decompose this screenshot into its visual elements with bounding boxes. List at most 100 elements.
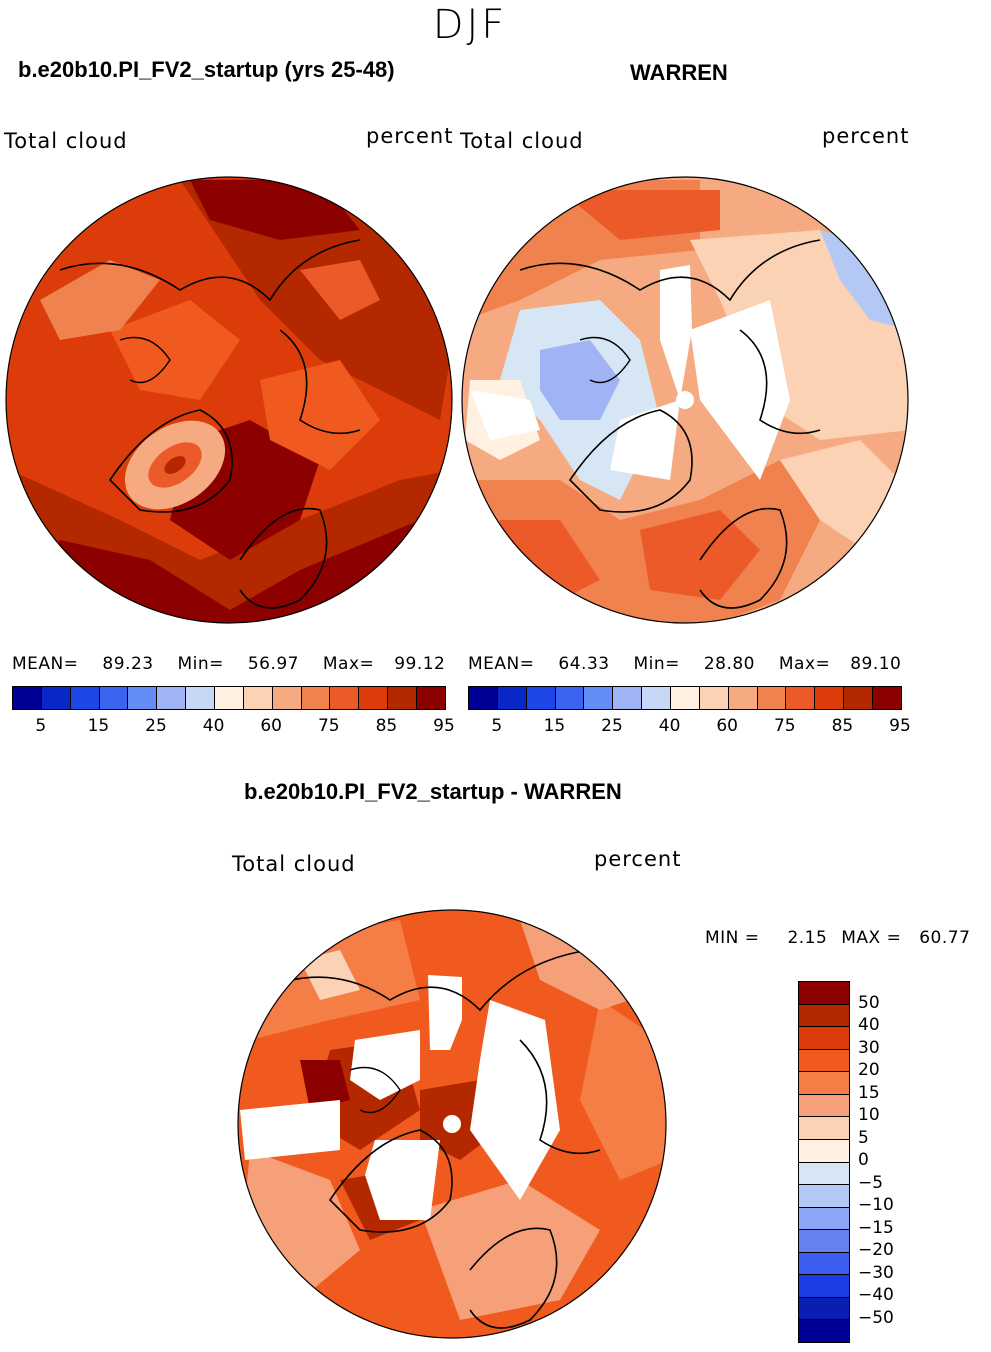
right-colorbar-swatch bbox=[815, 687, 845, 709]
right-obs-title: WARREN bbox=[630, 60, 728, 85]
left-max-value: 99.12 bbox=[394, 654, 446, 674]
diff-colorbar-tick: −40 bbox=[858, 1285, 894, 1305]
left-max-label: Max= bbox=[322, 654, 375, 674]
left-colorbar-tick: 95 bbox=[433, 716, 455, 736]
right-colorbar-tick: 25 bbox=[601, 716, 623, 736]
diff-colorbar-swatch bbox=[799, 1004, 849, 1028]
diff-colorbar-swatch bbox=[799, 1162, 849, 1186]
diff-colorbar-tick: −15 bbox=[858, 1217, 894, 1238]
diff-colorbar-tick: −30 bbox=[858, 1262, 894, 1283]
right-colorbar-swatch bbox=[526, 687, 556, 709]
right-colorbar-tick: 75 bbox=[773, 716, 796, 736]
left-mean-label: MEAN= bbox=[12, 654, 79, 674]
left-colorbar-tick: 85 bbox=[375, 716, 398, 736]
diff-colorbar-tick: −5 bbox=[858, 1172, 884, 1193]
right-colorbar-tick: 95 bbox=[889, 716, 911, 736]
diff-min-label: MIN = bbox=[705, 928, 760, 948]
diff-variable-label: Total cloud bbox=[232, 852, 356, 876]
left-colorbar-swatch bbox=[330, 687, 360, 709]
right-colorbar-swatch bbox=[844, 687, 874, 709]
left-colorbar-tick: 25 bbox=[145, 716, 167, 736]
diff-colorbar-swatch bbox=[799, 1320, 849, 1342]
left-colorbar-swatch bbox=[99, 687, 129, 709]
left-mean-value: 89.23 bbox=[102, 654, 154, 674]
diff-colorbar-tick: 30 bbox=[858, 1037, 880, 1058]
left-model-title: b.e20b10.PI_FV2_startup (yrs 25-48) bbox=[18, 57, 395, 82]
left-colorbar-swatch bbox=[272, 687, 302, 709]
diff-colorbar-swatch bbox=[799, 1117, 849, 1140]
right-min-value: 28.80 bbox=[703, 654, 755, 674]
right-colorbar-swatch bbox=[642, 687, 672, 709]
left-colorbar-swatch bbox=[215, 687, 244, 709]
diff-colorbar-swatch bbox=[799, 1094, 849, 1118]
left-stats: MEAN= 89.23 Min= 56.97 Max= 99.12 bbox=[12, 654, 445, 674]
left-colorbar-swatch bbox=[243, 687, 273, 709]
diff-colorbar-tick: 10 bbox=[858, 1105, 880, 1125]
left-colorbar-tick: 40 bbox=[202, 716, 225, 736]
left-colorbar-swatch bbox=[359, 687, 389, 709]
diff-colorbar-swatch bbox=[799, 1185, 849, 1208]
left-colorbar-tick: 5 bbox=[35, 716, 47, 736]
left-colorbar-tick: 15 bbox=[87, 716, 110, 736]
right-colorbar-swatch bbox=[497, 687, 527, 709]
right-colorbar bbox=[468, 686, 902, 710]
diff-colorbar-tick: −20 bbox=[858, 1240, 894, 1260]
left-colorbar-swatch bbox=[13, 687, 42, 709]
diff-max-label: MAX = bbox=[841, 928, 902, 948]
diff-title: b.e20b10.PI_FV2_startup - WARREN bbox=[244, 779, 622, 804]
diff-colorbar-swatch bbox=[799, 1049, 849, 1073]
diff-min-value: 2.15 bbox=[787, 928, 828, 948]
left-colorbar-swatch bbox=[157, 687, 187, 709]
left-colorbar-tick: 75 bbox=[317, 716, 340, 736]
right-units-label: percent bbox=[822, 124, 910, 148]
diff-colorbar-tick: −50 bbox=[858, 1307, 894, 1328]
diff-colorbar-swatch bbox=[799, 1139, 849, 1163]
left-units-label: percent bbox=[366, 124, 454, 148]
right-colorbar-swatch bbox=[613, 687, 643, 709]
right-colorbar-tick: 15 bbox=[543, 716, 566, 736]
diff-colorbar-swatch bbox=[799, 1230, 849, 1253]
season-title: DJF bbox=[432, 2, 508, 48]
right-mean-label: MEAN= bbox=[468, 654, 535, 674]
diff-colorbar bbox=[798, 981, 850, 1343]
diff-colorbar-tick: 15 bbox=[858, 1082, 880, 1103]
left-variable-label: Total cloud bbox=[4, 129, 128, 153]
right-colorbar-swatch bbox=[584, 687, 614, 709]
diff-colorbar-swatch bbox=[799, 1297, 849, 1321]
left-colorbar-swatch bbox=[417, 687, 445, 709]
right-colorbar-swatch bbox=[757, 687, 787, 709]
diff-colorbar-swatch bbox=[799, 1072, 849, 1095]
left-colorbar-swatch bbox=[186, 687, 216, 709]
left-colorbar bbox=[12, 686, 446, 710]
right-colorbar-tick: 85 bbox=[831, 716, 854, 736]
diff-colorbar-swatch bbox=[799, 982, 849, 1005]
right-variable-label: Total cloud bbox=[460, 129, 584, 153]
right-stats: MEAN= 64.33 Min= 28.80 Max= 89.10 bbox=[468, 654, 901, 674]
right-min-label: Min= bbox=[633, 654, 680, 674]
diff-colorbar-swatch bbox=[799, 1252, 849, 1276]
diff-colorbar-swatch bbox=[799, 1207, 849, 1231]
left-colorbar-swatch bbox=[41, 687, 71, 709]
diff-colorbar-tick: 5 bbox=[858, 1127, 869, 1148]
right-colorbar-tick: 5 bbox=[491, 716, 503, 736]
right-colorbar-swatch bbox=[873, 687, 901, 709]
left-colorbar-tick: 60 bbox=[260, 716, 282, 736]
right-colorbar-tick: 60 bbox=[716, 716, 738, 736]
left-colorbar-swatch bbox=[128, 687, 158, 709]
left-colorbar-swatch bbox=[70, 687, 100, 709]
diff-units-label: percent bbox=[594, 847, 682, 871]
right-colorbar-swatch bbox=[555, 687, 585, 709]
right-max-value: 89.10 bbox=[850, 654, 902, 674]
diff-colorbar-tick: −10 bbox=[858, 1195, 894, 1215]
left-min-value: 56.97 bbox=[247, 654, 299, 674]
right-max-label: Max= bbox=[778, 654, 831, 674]
diff-colorbar-tick: 0 bbox=[858, 1150, 869, 1170]
right-colorbar-tick: 40 bbox=[658, 716, 681, 736]
right-mean-value: 64.33 bbox=[558, 654, 610, 674]
right-colorbar-swatch bbox=[671, 687, 700, 709]
left-colorbar-swatch bbox=[388, 687, 418, 709]
diff-colorbar-tick: 40 bbox=[858, 1015, 880, 1035]
